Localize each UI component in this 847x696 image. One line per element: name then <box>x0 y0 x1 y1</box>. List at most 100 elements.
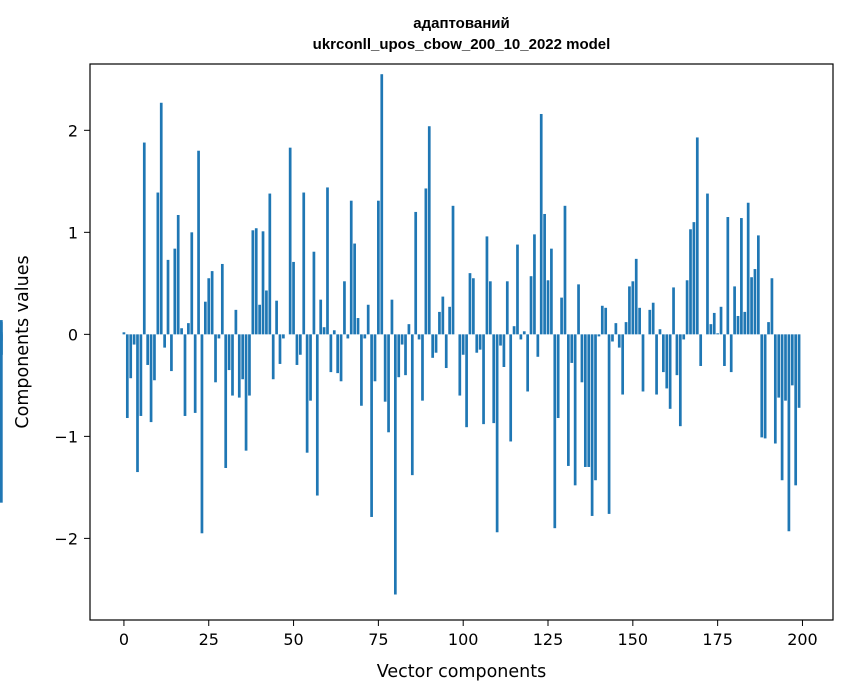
bar <box>356 318 360 335</box>
x-tick-label: 75 <box>368 630 388 649</box>
bar <box>254 228 258 335</box>
bar <box>214 334 217 383</box>
bar <box>146 334 150 365</box>
bar <box>648 309 652 335</box>
bar <box>142 142 146 335</box>
bar <box>370 334 373 517</box>
bar <box>203 301 207 335</box>
bar <box>278 334 282 364</box>
bar <box>482 334 485 425</box>
bar <box>451 205 455 335</box>
bar <box>797 334 801 408</box>
bar <box>665 334 669 389</box>
bar <box>387 334 390 433</box>
bar <box>468 273 472 335</box>
chart-title-line: ukrconll_upos_cbow_200_10_2022 model <box>313 36 611 53</box>
bar <box>292 261 295 335</box>
bar <box>363 334 367 339</box>
bar <box>210 271 214 335</box>
bar <box>163 334 166 348</box>
bar <box>726 217 730 335</box>
bar <box>716 333 719 335</box>
bar <box>197 150 200 335</box>
y-tick-label: 0 <box>68 325 78 344</box>
bar <box>400 334 404 345</box>
bar <box>662 334 665 373</box>
bar <box>495 334 499 533</box>
bar <box>461 334 465 355</box>
bar <box>125 334 129 419</box>
bar <box>519 334 523 340</box>
y-tick-label: 2 <box>68 121 78 140</box>
x-tick-label: 150 <box>618 630 649 649</box>
bar <box>475 334 479 353</box>
bar <box>173 248 177 335</box>
bar <box>719 306 723 335</box>
bar <box>122 332 126 335</box>
bar <box>231 334 234 396</box>
bar <box>617 334 621 348</box>
bar <box>587 334 591 467</box>
bar <box>787 334 791 532</box>
bar <box>499 334 502 346</box>
bar <box>594 334 597 481</box>
bar <box>414 211 418 335</box>
bar <box>624 322 628 335</box>
bar <box>492 334 496 424</box>
bar <box>421 334 424 401</box>
bar <box>319 299 323 335</box>
bar <box>570 334 574 363</box>
bar <box>424 188 428 335</box>
bar <box>431 334 435 358</box>
bar <box>621 334 625 395</box>
x-axis: 0 25 50 75 100 125 150 175 200 <box>119 620 818 649</box>
bar <box>251 230 255 335</box>
bar <box>302 192 306 335</box>
bar <box>740 218 743 335</box>
bar <box>407 324 411 335</box>
bar <box>329 334 333 373</box>
bar <box>757 235 760 335</box>
bar <box>438 311 441 335</box>
bar <box>472 278 475 335</box>
bar <box>265 290 268 335</box>
bar <box>176 214 180 335</box>
bar <box>187 323 190 335</box>
bar <box>441 296 445 335</box>
bar <box>556 334 560 419</box>
bar <box>502 334 506 367</box>
bar <box>550 248 553 335</box>
bar <box>417 334 421 340</box>
bar <box>309 334 312 401</box>
bar <box>315 334 319 496</box>
bar <box>651 302 655 335</box>
y-tick-label: −2 <box>54 529 78 548</box>
bar <box>533 234 536 335</box>
bar <box>746 202 750 335</box>
bar <box>305 334 309 453</box>
bar <box>427 126 431 335</box>
x-axis-label: Vector components <box>377 662 546 682</box>
bar <box>607 334 611 514</box>
bar <box>234 309 238 335</box>
bar <box>132 334 136 345</box>
bar <box>139 334 143 416</box>
bar <box>434 334 438 353</box>
bar <box>465 334 468 428</box>
bar <box>536 334 540 357</box>
bar <box>393 334 397 595</box>
bar <box>631 281 635 335</box>
bar <box>220 263 224 335</box>
bar <box>553 334 557 529</box>
bar <box>770 278 774 335</box>
bar <box>712 312 716 335</box>
bar <box>614 323 618 335</box>
bar <box>628 286 631 335</box>
bar <box>282 334 285 339</box>
bar <box>248 334 251 396</box>
bar <box>699 334 703 366</box>
bar <box>543 213 546 335</box>
bar <box>689 229 692 335</box>
bar <box>298 334 302 355</box>
bar <box>706 193 709 335</box>
